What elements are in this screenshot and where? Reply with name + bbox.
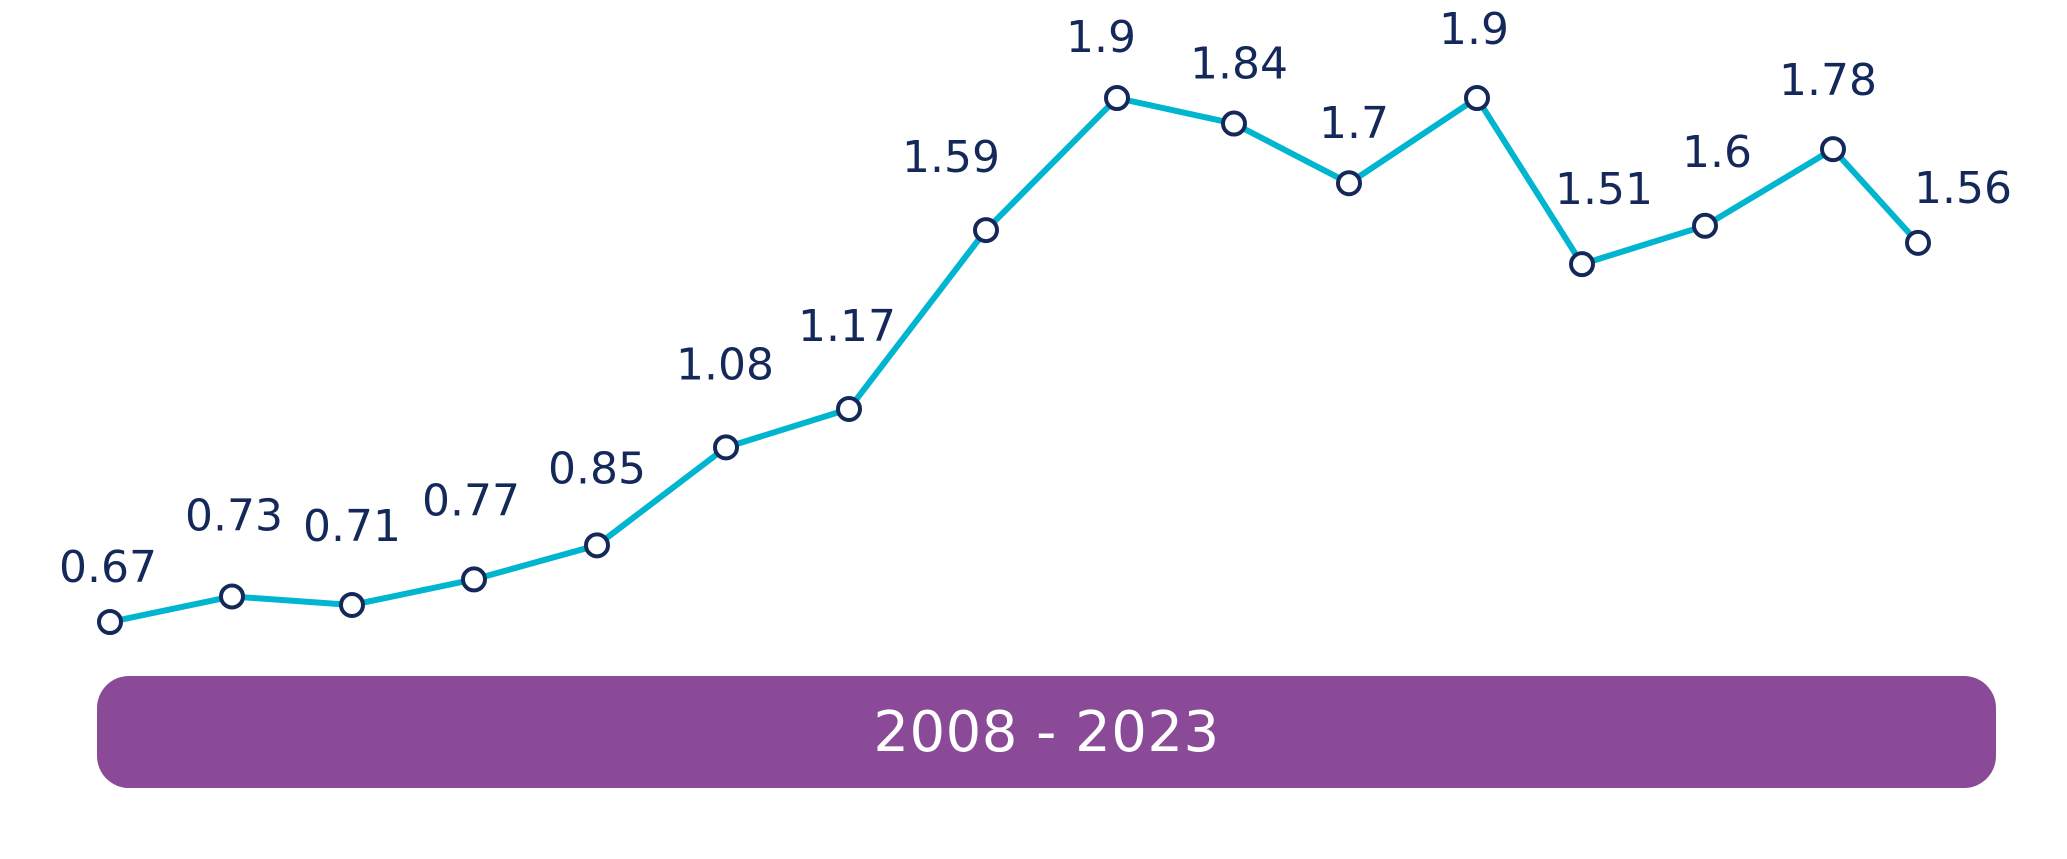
data-label: 0.77 <box>422 475 520 526</box>
series-line-segment <box>1579 222 1708 268</box>
series-line-segment <box>1231 120 1352 187</box>
data-point <box>339 591 365 618</box>
data-point <box>461 566 487 593</box>
data-label: 0.73 <box>185 490 283 541</box>
data-point <box>584 532 610 559</box>
year-range-label: 2008 - 2023 <box>873 699 1220 765</box>
data-label: 1.51 <box>1555 164 1653 215</box>
data-point <box>836 395 862 422</box>
data-label: 1.84 <box>1190 39 1288 90</box>
series-line-segment <box>983 95 1120 234</box>
series-line-segment <box>471 542 600 583</box>
series-line-segment <box>1114 95 1237 127</box>
data-point <box>1692 212 1718 239</box>
series-line-segment <box>594 444 729 549</box>
series-line-segment <box>1474 95 1585 268</box>
data-point <box>219 583 245 610</box>
series-group <box>107 95 1921 625</box>
data-point <box>713 434 739 461</box>
series-line-segment <box>1830 146 1921 246</box>
data-point <box>1569 251 1595 278</box>
series-line-segment <box>349 576 477 608</box>
data-label: 1.08 <box>676 339 774 390</box>
marker-group <box>97 85 1931 635</box>
data-label: 1.78 <box>1779 55 1877 106</box>
data-label: 1.6 <box>1682 127 1752 178</box>
series-line-segment <box>846 227 989 412</box>
series-line-segment <box>107 593 235 625</box>
data-label: 1.9 <box>1066 12 1136 63</box>
data-label: 0.67 <box>59 542 157 593</box>
data-point <box>1905 229 1931 256</box>
series-line-segment <box>229 593 355 608</box>
data-point <box>1820 136 1846 163</box>
data-label: 0.71 <box>303 501 401 552</box>
year-range-band: 2008 - 2023 <box>97 676 1996 788</box>
data-point <box>1221 110 1247 137</box>
data-label: 0.85 <box>548 443 646 494</box>
series-line-segment <box>1346 95 1480 187</box>
data-point <box>973 217 999 244</box>
data-point <box>1104 85 1130 111</box>
data-point <box>1336 170 1362 197</box>
data-label: 1.7 <box>1319 98 1389 149</box>
data-label: 1.9 <box>1439 4 1509 55</box>
series-line-segment <box>723 405 852 451</box>
data-label-group: 0.67 0.73 0.71 0.77 0.85 1.08 1.17 1.59 1.9 1.84 1… <box>59 4 2012 593</box>
series-line-segment <box>1702 146 1836 229</box>
data-label: 1.59 <box>902 132 1000 183</box>
data-point <box>97 609 123 635</box>
data-label: 1.56 <box>1914 163 2012 214</box>
data-label: 1.17 <box>798 301 896 352</box>
data-point <box>1464 85 1490 111</box>
